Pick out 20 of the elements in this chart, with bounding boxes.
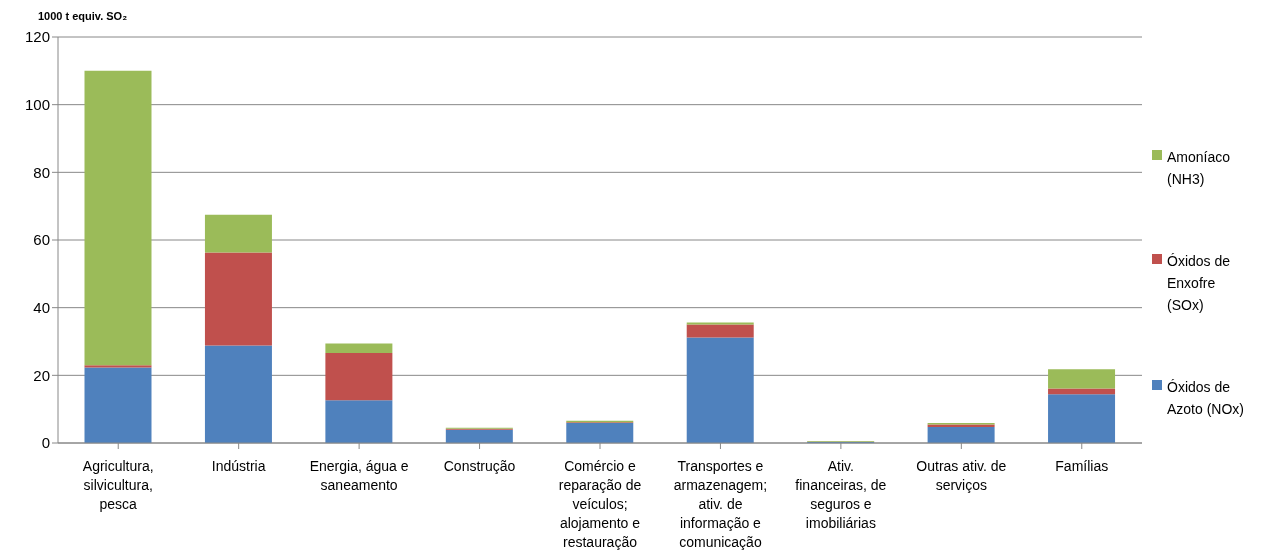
legend-label: Amoníaco (NH3) bbox=[1167, 148, 1231, 189]
y-tick-label: 80 bbox=[33, 163, 50, 181]
x-tick-label: Outras ativ. de serviços bbox=[916, 458, 1007, 493]
x-tick-label: Construção bbox=[443, 458, 516, 474]
y-tick-label: 60 bbox=[33, 231, 50, 249]
x-tick-label: Indústria bbox=[211, 458, 266, 474]
y-tick-label: 0 bbox=[41, 434, 50, 452]
y-tick-label: 40 bbox=[33, 298, 50, 316]
y-tick-label: 100 bbox=[24, 95, 50, 113]
legend-label: Óxidos de Azoto (NOx) bbox=[1167, 378, 1245, 419]
x-tick-label: Ativ. financeiras, de seguros e imobiliárias bbox=[795, 458, 887, 531]
x-tick-label: Agricultura, silvicultura, pesca bbox=[82, 458, 154, 512]
legend-label: Óxidos de Enxofre (SOx) bbox=[1167, 252, 1231, 315]
x-tick-label: Energia, água e saneamento bbox=[309, 458, 409, 493]
x-tick-label: Famílias bbox=[1055, 458, 1109, 474]
x-tick-label: Comércio e reparação de veículos; alojamento e restauração bbox=[558, 458, 642, 550]
y-tick-label: 120 bbox=[24, 28, 50, 46]
y-tick-label: 20 bbox=[33, 366, 50, 384]
x-tick-label: Transportes e armazenagem; ativ. de informação e comunicação bbox=[673, 458, 768, 550]
y-axis-title: 1000 t equiv. SO₂ bbox=[38, 10, 128, 22]
